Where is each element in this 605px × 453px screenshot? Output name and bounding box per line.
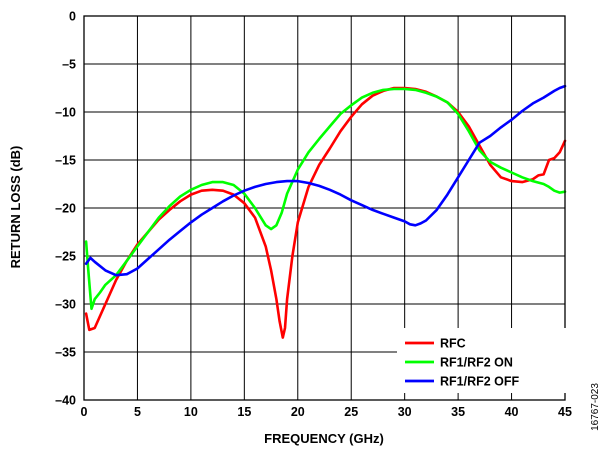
x-tick-label: 40 xyxy=(505,405,519,419)
legend-label: RF1/RF2 OFF xyxy=(440,375,520,389)
series-line-rf1-rf2-on xyxy=(84,87,567,311)
x-tick-label: 45 xyxy=(558,405,572,419)
y-tick-label: 0 xyxy=(69,10,76,24)
y-tick-label: –10 xyxy=(55,106,76,120)
x-tick-label: 10 xyxy=(184,405,198,419)
x-axis-label: FREQUENCY (GHz) xyxy=(264,431,384,446)
figure-id: 16767-023 xyxy=(590,383,601,431)
y-tick-label: –5 xyxy=(62,58,76,72)
y-tick-label: –25 xyxy=(55,250,76,264)
plot-frame xyxy=(83,15,566,401)
series-lines xyxy=(84,84,567,339)
series-line-rf1-rf2-off xyxy=(84,84,567,277)
x-tick-label: 30 xyxy=(398,405,412,419)
y-tick-label: –15 xyxy=(55,154,76,168)
x-tick-label: 5 xyxy=(134,405,141,419)
x-tick-label: 25 xyxy=(344,405,358,419)
series-line-rfc xyxy=(84,86,567,339)
legend-label: RFC xyxy=(440,337,466,351)
x-tick-label: 15 xyxy=(237,405,251,419)
legend: RFC RF1/RF2 ON RF1/RF2 OFF xyxy=(397,328,567,393)
y-axis-label: RETURN LOSS (dB) xyxy=(8,146,23,269)
y-tick-label: –20 xyxy=(55,202,76,216)
x-tick-label: 20 xyxy=(291,405,305,419)
x-tick-label: 35 xyxy=(451,405,465,419)
y-axis-ticks: 0 –5 –10 –15 –20 –25 –30 –35 –40 xyxy=(55,10,76,408)
y-tick-label: –35 xyxy=(55,346,76,360)
y-tick-label: –40 xyxy=(55,394,76,408)
x-axis-ticks: 0 5 10 15 20 25 30 35 40 45 xyxy=(81,405,572,419)
x-tick-label: 0 xyxy=(81,405,88,419)
legend-label: RF1/RF2 ON xyxy=(440,356,513,370)
y-tick-label: –30 xyxy=(55,298,76,312)
